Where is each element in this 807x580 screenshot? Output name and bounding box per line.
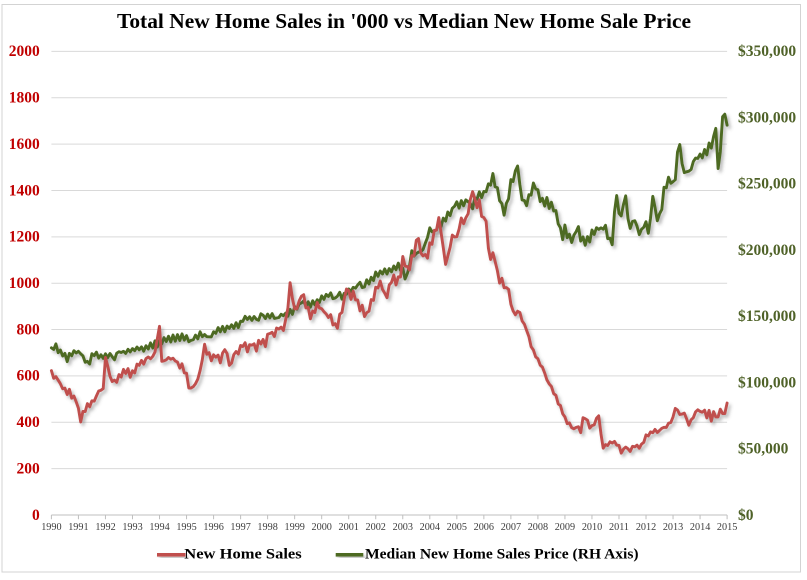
svg-text:1997: 1997 [230, 522, 250, 533]
svg-text:2011: 2011 [609, 522, 629, 533]
svg-text:600: 600 [16, 368, 40, 385]
svg-text:2005: 2005 [447, 522, 467, 533]
svg-text:2000: 2000 [9, 43, 40, 60]
svg-text:1991: 1991 [68, 522, 88, 533]
svg-text:1998: 1998 [257, 522, 277, 533]
svg-text:2014: 2014 [690, 522, 710, 533]
svg-text:1994: 1994 [149, 522, 169, 533]
svg-text:2008: 2008 [528, 522, 548, 533]
svg-text:1996: 1996 [203, 522, 223, 533]
svg-text:1000: 1000 [9, 275, 40, 292]
svg-text:$0: $0 [738, 507, 754, 524]
svg-text:2012: 2012 [636, 522, 656, 533]
svg-text:1995: 1995 [176, 522, 196, 533]
svg-text:1990: 1990 [41, 522, 61, 533]
svg-text:$50,000: $50,000 [738, 441, 789, 458]
svg-text:2010: 2010 [582, 522, 602, 533]
svg-text:$150,000: $150,000 [738, 308, 796, 325]
svg-text:2001: 2001 [339, 522, 359, 533]
svg-text:2003: 2003 [393, 522, 413, 533]
svg-text:800: 800 [16, 321, 40, 338]
svg-text:1200: 1200 [9, 229, 40, 246]
svg-text:2006: 2006 [474, 522, 494, 533]
svg-text:1992: 1992 [95, 522, 115, 533]
svg-text:200: 200 [16, 460, 40, 477]
svg-text:1993: 1993 [122, 522, 142, 533]
svg-text:$300,000: $300,000 [738, 109, 796, 126]
svg-text:$350,000: $350,000 [738, 43, 796, 60]
svg-text:2007: 2007 [501, 522, 521, 533]
svg-text:2002: 2002 [366, 522, 386, 533]
svg-text:2015: 2015 [717, 522, 737, 533]
svg-text:2004: 2004 [420, 522, 440, 533]
svg-text:$200,000: $200,000 [738, 242, 796, 259]
svg-text:$250,000: $250,000 [738, 176, 796, 193]
svg-text:1400: 1400 [9, 182, 40, 199]
svg-text:1600: 1600 [9, 136, 40, 153]
svg-text:Median New Home Sales Price (R: Median New Home Sales Price (RH Axis) [365, 546, 639, 562]
svg-text:1999: 1999 [285, 522, 305, 533]
svg-text:0: 0 [32, 507, 40, 524]
svg-text:2009: 2009 [555, 522, 575, 533]
svg-text:2013: 2013 [663, 522, 683, 533]
svg-text:2000: 2000 [312, 522, 332, 533]
svg-text:$100,000: $100,000 [738, 374, 796, 391]
svg-text:Total New Home Sales in '000 v: Total New Home Sales in '000 vs Median N… [117, 9, 691, 33]
svg-text:New Home Sales: New Home Sales [184, 546, 302, 562]
svg-text:400: 400 [16, 414, 40, 431]
svg-text:1800: 1800 [9, 90, 40, 107]
